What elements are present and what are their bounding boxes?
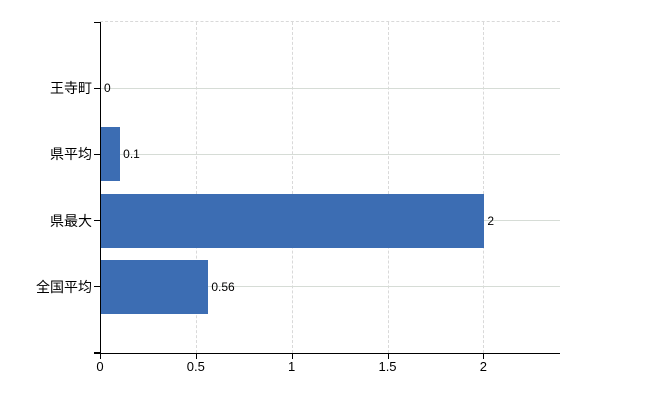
y-axis-labels: 王寺町県平均県最大全国平均 [0,22,92,353]
x-axis-tick-labels: 0 0.5 1 1.5 2 [96,359,560,377]
category-label: 王寺町 [50,80,92,97]
x-axis-line [94,353,560,354]
grid-line-vertical [195,22,197,353]
grid-line-horizontal [101,286,560,288]
y-axis-tick [94,220,100,222]
x-axis-tick-label: 1.5 [378,359,397,374]
x-axis-tick-label: 0 [96,359,104,374]
grid-line-vertical [387,22,389,353]
plot-area: 0 0.1 2 0.56 [94,21,560,359]
bar-value-label: 0.1 [123,147,140,162]
bar-value-label: 0 [104,81,111,96]
y-axis-tick [94,286,100,288]
y-axis-tick [94,87,100,89]
y-axis-line [100,22,101,353]
bar [101,259,209,314]
y-axis-boundary-tick [94,352,100,353]
grid-line-vertical [483,22,485,353]
bar [101,193,485,248]
x-axis-tick [100,354,101,359]
grid-line-horizontal [101,87,560,89]
x-axis-tick [291,354,293,359]
grid-line-horizontal [101,153,560,155]
bar [101,127,121,182]
grid-line-vertical [291,22,293,353]
x-axis-tick-label: 0.5 [186,359,205,374]
x-axis-tick-label: 1 [288,359,296,374]
x-axis-tick [483,354,485,359]
x-axis-tick [195,354,197,359]
category-label: 全国平均 [36,278,92,295]
bar-value-label: 0.56 [211,279,235,294]
y-axis-tick [94,153,100,155]
plot-top-border [100,21,560,22]
category-label: 県平均 [50,146,92,163]
category-label: 県最大 [50,212,92,229]
x-axis-tick-label: 2 [479,359,487,374]
y-axis-boundary-tick [94,22,100,23]
bar-value-label: 2 [487,213,495,228]
x-axis-tick [387,354,389,359]
